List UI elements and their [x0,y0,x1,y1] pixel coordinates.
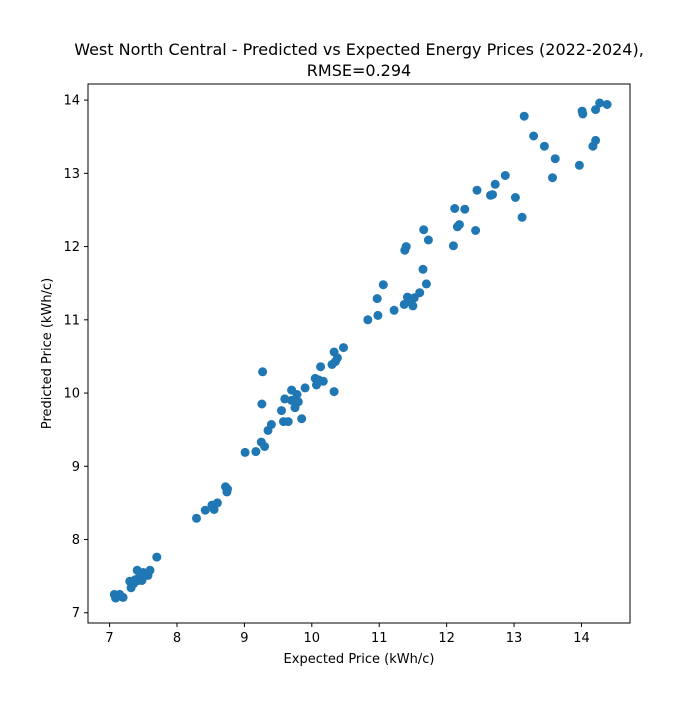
data-point [419,225,429,235]
data-point [260,442,270,451]
data-point [297,414,307,424]
x-tick-label: 9 [240,631,248,646]
data-points [109,98,612,603]
data-point [339,343,348,353]
data-point [293,397,303,407]
data-point [318,376,328,386]
chart-title-line2: RMSE=0.294 [307,61,411,80]
data-point [529,131,539,141]
data-point [363,315,373,325]
data-point [448,241,458,251]
data-point [240,447,250,457]
data-point [332,353,342,363]
data-point [418,264,428,274]
data-point [145,565,155,575]
y-axis-ticks: 7 8 9 10 11 12 13 14 [63,94,88,621]
data-point [423,235,433,245]
data-point [408,301,418,311]
data-point [251,447,261,457]
data-point [574,160,584,170]
chart-title-line1: West North Central - Predicted vs Expect… [74,40,644,59]
data-point [510,193,520,202]
x-tick-label: 10 [304,631,321,646]
data-point [200,505,210,515]
data-point [471,226,481,235]
data-point [300,383,310,393]
data-point [287,395,297,405]
data-point [277,406,286,416]
data-point [152,552,162,562]
data-point [421,279,431,289]
x-tick-label: 7 [105,631,113,646]
data-point [539,141,549,151]
y-tick-label: 8 [72,533,80,548]
data-point [578,109,588,119]
data-point [591,135,601,145]
data-point [266,420,276,429]
data-point [329,387,339,397]
data-point [401,242,411,252]
data-point [373,310,383,320]
data-point [258,367,268,377]
data-point [192,513,201,523]
y-tick-label: 12 [63,240,80,255]
y-axis-label: Predicted Price (kWh/c) [40,278,55,429]
data-point [488,190,497,200]
data-point [378,280,388,290]
y-tick-label: 14 [63,94,80,109]
data-point [472,185,482,195]
data-point [212,498,222,508]
data-point [257,399,267,409]
data-point [595,98,605,108]
data-point [292,390,302,399]
data-point [137,576,147,585]
x-tick-label: 13 [506,631,523,646]
x-axis-label: Expected Price (kWh/c) [284,652,435,667]
data-point [450,204,460,213]
y-tick-label: 9 [72,460,80,475]
data-point [548,173,557,183]
data-point [223,484,232,494]
data-point [500,171,510,180]
data-point [454,220,464,230]
data-point [460,204,470,214]
y-tick-label: 7 [72,606,80,621]
data-point [517,212,527,222]
data-point [280,394,290,404]
x-tick-label: 11 [371,631,388,646]
data-point [490,179,500,189]
data-point [283,417,293,427]
data-point [316,362,326,372]
data-point [372,294,382,304]
x-tick-label: 8 [173,631,181,646]
y-tick-label: 11 [63,313,80,328]
y-tick-label: 13 [63,167,80,182]
plot-area-frame [87,83,631,624]
data-point [602,100,612,109]
data-point [519,111,529,121]
x-tick-label: 12 [438,631,455,646]
data-point [118,592,128,602]
y-tick-label: 10 [63,387,80,402]
data-point [591,105,601,115]
data-point [415,288,425,298]
x-axis-ticks: 7 8 9 10 11 12 13 14 [105,623,590,646]
x-tick-label: 14 [573,631,590,646]
data-point [550,154,560,164]
data-point [389,305,399,315]
